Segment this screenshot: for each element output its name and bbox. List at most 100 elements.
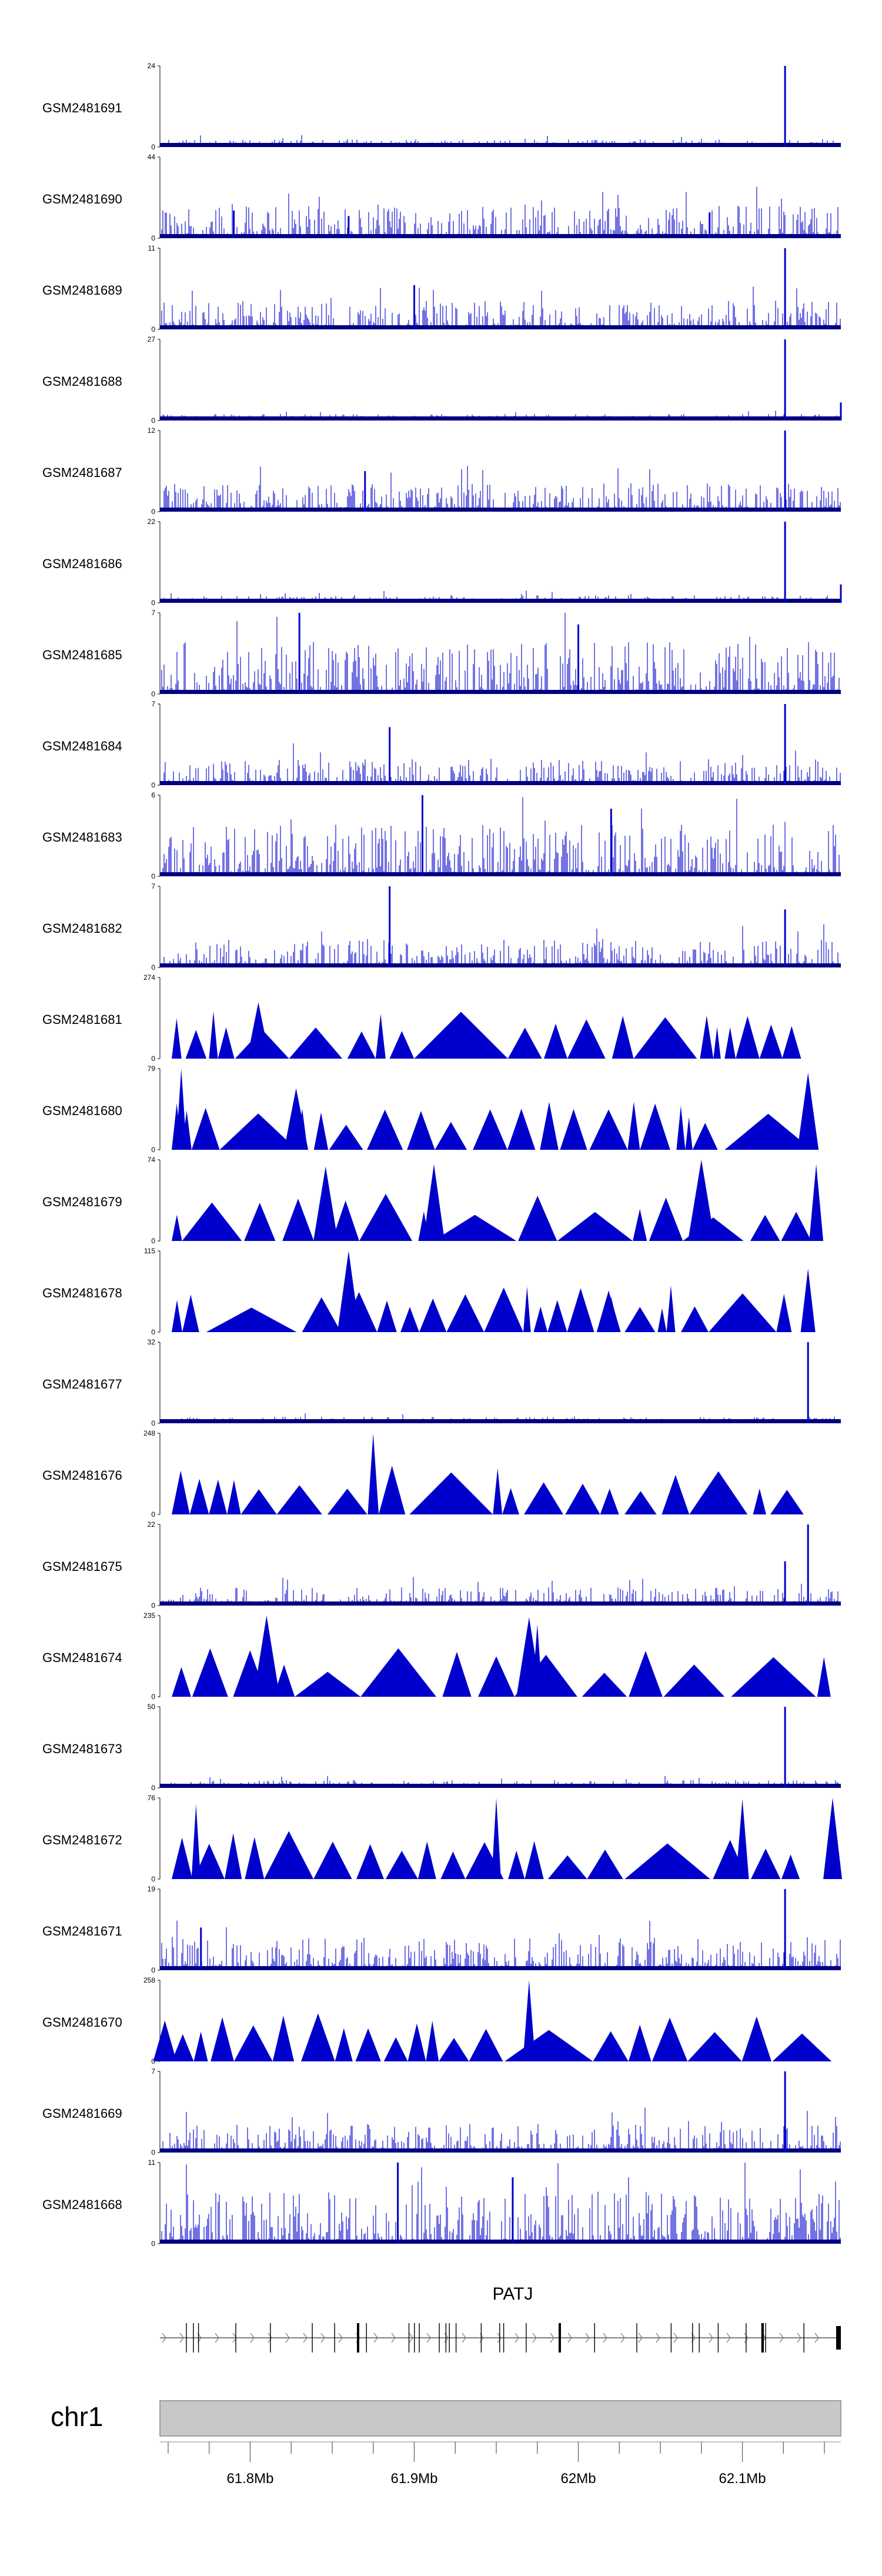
y-max-label: 22 xyxy=(148,1520,156,1529)
signal-triangle xyxy=(565,1483,600,1514)
track-label: GSM2481674 xyxy=(42,1650,122,1665)
signal-triangle xyxy=(407,1111,435,1150)
track-label: GSM2481684 xyxy=(42,739,122,753)
track-GSM2481678: GSM2481678 115 0 xyxy=(42,1247,816,1336)
signal-baseline xyxy=(160,416,841,421)
signal-triangle xyxy=(414,1012,508,1059)
track-label: GSM2481681 xyxy=(42,1012,122,1027)
signal-baseline xyxy=(160,234,841,238)
track-GSM2481675: GSM2481675 22 0 xyxy=(42,1520,841,1610)
signal-triangle xyxy=(507,1027,542,1059)
y-min-label: 0 xyxy=(151,2240,155,2248)
track-label: GSM2481673 xyxy=(42,1741,122,1756)
y-min-label: 0 xyxy=(151,325,155,333)
signal-peak xyxy=(313,1166,338,1241)
strand-arrow xyxy=(391,2333,396,2343)
signal-triangle xyxy=(360,1648,436,1697)
y-max-label: 11 xyxy=(148,2158,156,2167)
signal-triangle xyxy=(741,2016,771,2061)
strand-arrow xyxy=(179,2333,184,2343)
signal-triangle xyxy=(385,1851,418,1879)
signal-triangle xyxy=(407,2023,426,2061)
track-label: GSM2481672 xyxy=(42,1833,122,1847)
exon xyxy=(559,2323,561,2353)
signal-triangle xyxy=(781,1854,800,1879)
y-max-label: 32 xyxy=(148,1338,156,1346)
coverage-signal xyxy=(160,797,841,876)
signal-triangle xyxy=(493,1468,503,1514)
strand-arrow xyxy=(744,2333,749,2343)
y-min-label: 0 xyxy=(151,1966,155,1974)
y-max-label: 258 xyxy=(143,1976,155,1984)
strand-arrow xyxy=(320,2333,325,2343)
signal-triangle xyxy=(685,1117,693,1150)
track-label: GSM2481670 xyxy=(42,2015,122,2030)
strand-arrow xyxy=(497,2333,502,2343)
signal-triangle xyxy=(508,1850,525,1879)
signal-triangle xyxy=(172,1214,182,1241)
strand-arrow xyxy=(550,2333,554,2343)
signal-peak xyxy=(176,1069,187,1150)
track-GSM2481691: GSM2481691 24 0 xyxy=(42,62,841,151)
signal-triangle xyxy=(172,1470,190,1514)
track-label: GSM2481687 xyxy=(42,465,122,480)
signal-triangle xyxy=(772,2033,832,2061)
signal-triangle xyxy=(359,1194,412,1241)
signal-baseline xyxy=(160,2148,841,2153)
strand-arrow xyxy=(673,2333,678,2343)
signal-peak xyxy=(736,1798,749,1879)
strand-arrow xyxy=(726,2333,731,2343)
signal-triangle xyxy=(193,1844,225,1879)
signal-triangle xyxy=(301,2013,335,2061)
strand-arrow xyxy=(426,2333,431,2343)
signal-triangle xyxy=(649,1197,683,1241)
signal-triangle xyxy=(750,1214,780,1241)
track-GSM2481671: GSM2481671 19 0 xyxy=(42,1885,841,1974)
signal-baseline xyxy=(160,1966,841,1970)
signal-triangle xyxy=(612,1016,634,1059)
signal-triangle xyxy=(544,1023,567,1059)
signal-triangle xyxy=(375,1014,386,1059)
signal-triangle xyxy=(329,1125,363,1150)
signal-triangle xyxy=(182,1202,242,1241)
signal-triangle xyxy=(332,1200,359,1241)
signal-triangle xyxy=(264,1831,314,1879)
track-label: GSM2481689 xyxy=(42,283,122,298)
gene-name-label: PATJ xyxy=(493,2284,533,2304)
y-max-label: 7 xyxy=(151,700,155,708)
coverage-signal xyxy=(160,2107,841,2153)
signal-baseline xyxy=(160,599,841,603)
signal-baseline xyxy=(160,325,841,329)
y-min-label: 0 xyxy=(151,1328,155,1336)
signal-triangle xyxy=(676,1106,686,1150)
signal-triangle xyxy=(533,1306,548,1332)
strand-arrow xyxy=(285,2333,290,2343)
data-tracks: GSM2481691240GSM2481690440GSM2481689110G… xyxy=(42,62,842,2248)
signal-baseline xyxy=(160,508,841,512)
coverage-signal xyxy=(160,1577,841,1606)
signal-triangle xyxy=(709,1293,777,1332)
signal-triangle xyxy=(335,2028,353,2061)
signal-peak xyxy=(191,1804,201,1879)
signal-triangle xyxy=(776,1294,792,1332)
y-min-label: 0 xyxy=(151,234,155,242)
signal-peak xyxy=(368,1433,379,1514)
y-min-label: 0 xyxy=(151,1510,155,1519)
signal-triangle xyxy=(507,1109,536,1150)
signal-triangle xyxy=(185,1030,207,1059)
signal-triangle xyxy=(781,1212,811,1241)
signal-triangle xyxy=(624,1307,656,1332)
y-max-label: 44 xyxy=(148,153,156,161)
gene-model-patj xyxy=(160,2323,841,2353)
signal-triangle xyxy=(547,1300,567,1332)
signal-triangle xyxy=(240,1489,277,1514)
signal-triangle xyxy=(218,1027,235,1059)
y-max-label: 235 xyxy=(143,1611,155,1620)
signal-triangle xyxy=(295,1671,361,1697)
signal-peak xyxy=(523,1980,536,2061)
y-min-label: 0 xyxy=(151,1055,155,1063)
track-label: GSM2481685 xyxy=(42,648,122,662)
track-label: GSM2481677 xyxy=(42,1377,122,1392)
track-GSM2481687: GSM2481687 12 0 xyxy=(42,426,841,516)
